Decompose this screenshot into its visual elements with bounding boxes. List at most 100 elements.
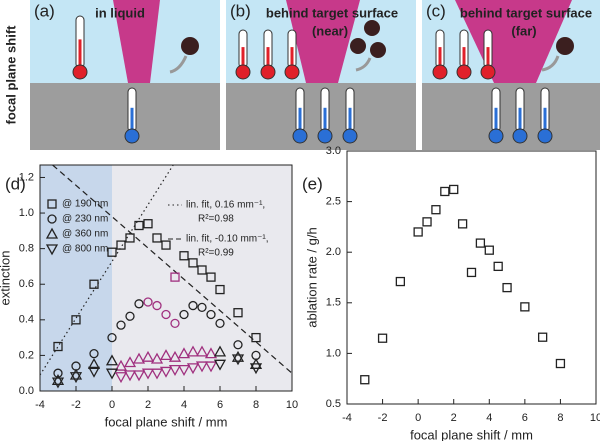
x-axis-label: focal plane shift / mm [410, 427, 533, 441]
thermometer-bulb [284, 64, 300, 80]
data-point [159, 366, 173, 378]
panel-subtitle: (far) [511, 23, 536, 38]
data-point [87, 357, 101, 369]
arrow [169, 55, 188, 74]
y-tick-label: 2.5 [326, 196, 341, 208]
legend-label: @ 230 nm [62, 214, 108, 225]
thermometer-bulb [488, 128, 504, 144]
y-tick-label: 0.4 [19, 314, 34, 326]
data-point [152, 233, 162, 243]
thermometer-bulb [260, 64, 276, 80]
data-point [195, 345, 209, 357]
plot-frame [346, 150, 597, 405]
data-point [143, 219, 153, 229]
data-point [105, 354, 119, 366]
data-point [89, 348, 99, 359]
x-tick-label: -4 [342, 412, 352, 424]
data-point [161, 240, 171, 250]
legend-label: @ 800 nm [62, 244, 108, 255]
data-point [555, 358, 566, 369]
thermometer-bulb [456, 64, 472, 80]
data-point [71, 315, 81, 325]
data-point [125, 233, 135, 243]
data-point [413, 227, 423, 237]
data-point [213, 345, 227, 357]
data-point [159, 349, 173, 361]
data-point [168, 364, 182, 376]
y-tick-label: 3.0 [326, 145, 341, 157]
thermometer-level [518, 107, 522, 132]
data-point [134, 299, 144, 309]
legend-marker [47, 214, 57, 224]
shaded-region [40, 165, 112, 391]
x-tick-label: 6 [217, 399, 223, 411]
data-point [143, 297, 153, 307]
illustrations: (a) in liquid (b) behind target surface … [30, 0, 600, 150]
particle [350, 38, 366, 54]
x-tick-label: 8 [557, 412, 563, 424]
thermometer-level [462, 47, 466, 68]
x-tick-label: -2 [378, 412, 388, 424]
data-point [395, 276, 406, 287]
data-point [197, 265, 207, 275]
thermometer-bulb [235, 64, 251, 80]
data-point [141, 368, 155, 380]
thermometer-bulb [432, 64, 448, 80]
data-point [204, 361, 218, 373]
data-point [161, 309, 171, 320]
particle [370, 42, 386, 58]
data-point [89, 279, 99, 289]
data-point [449, 184, 459, 195]
y-tick-label: 1.2 [19, 171, 34, 183]
data-point [177, 347, 191, 359]
data-point [186, 363, 200, 375]
y-tick-label: 2.0 [326, 246, 341, 258]
y-axis-label: extinction [0, 251, 12, 306]
data-point [440, 186, 450, 197]
thermometer-level [323, 107, 327, 132]
x-tick-label: 10 [286, 399, 298, 411]
data-point [168, 350, 182, 362]
data-point [377, 333, 388, 343]
data-point [53, 368, 63, 378]
x-tick-label: -2 [71, 399, 81, 411]
data-point [105, 368, 119, 380]
data-point [204, 347, 218, 359]
data-point [170, 318, 180, 329]
arrow [541, 55, 560, 72]
x-tick-label: 0 [415, 412, 421, 424]
particle [364, 20, 380, 36]
thermometer-level [438, 47, 442, 68]
data-point [520, 302, 530, 312]
thermometer-level [266, 47, 270, 68]
data-point [213, 359, 227, 371]
data-point [107, 332, 117, 343]
side-label: focal plane shift [3, 25, 18, 125]
arrow [355, 57, 372, 72]
data-point [116, 240, 126, 250]
thermometer-bulb [317, 128, 333, 144]
y-tick-label: 1.0 [326, 347, 341, 359]
x-tick-label: 0 [109, 399, 115, 411]
legend-label: @ 360 nm [62, 229, 108, 240]
data-point [114, 372, 128, 384]
x-tick-label: -4 [35, 399, 45, 411]
data-point [231, 350, 245, 362]
thermometer-level [78, 39, 82, 68]
thermometer-level [543, 107, 547, 132]
legend-label: @ 190 nm [62, 199, 108, 210]
target [30, 83, 220, 150]
thermometer-bulb [537, 128, 553, 144]
y-axis-label: ablation rate / g/h [304, 227, 319, 327]
legend-marker [47, 199, 57, 209]
target [422, 83, 600, 150]
data-point [457, 219, 468, 229]
data-point [215, 318, 225, 329]
y-tick-label: 1.5 [326, 297, 341, 309]
plot-frame [39, 164, 293, 392]
panel-title: behind target surface [460, 5, 592, 20]
y-tick-label: 0.6 [19, 278, 34, 290]
data-point [251, 332, 261, 343]
data-point [197, 302, 207, 313]
